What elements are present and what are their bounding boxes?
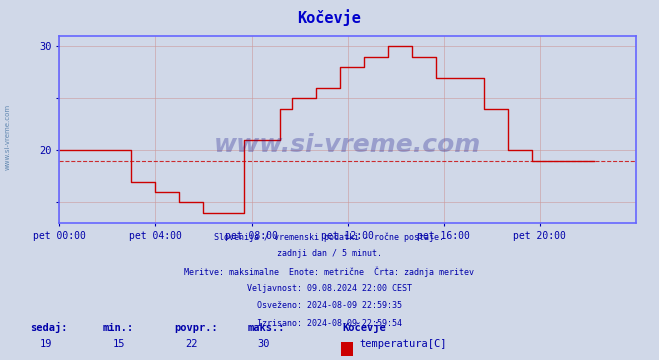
Text: 19: 19: [40, 339, 52, 349]
Text: zadnji dan / 5 minut.: zadnji dan / 5 minut.: [277, 249, 382, 258]
Text: Kočevje: Kočevje: [298, 9, 361, 26]
Text: Slovenija / vremenski podatki - ročne postaje.: Slovenija / vremenski podatki - ročne po…: [214, 232, 445, 242]
Text: Kočevje: Kočevje: [343, 322, 386, 333]
Text: www.si-vreme.com: www.si-vreme.com: [5, 104, 11, 170]
Text: Izrisano: 2024-08-09 22:59:54: Izrisano: 2024-08-09 22:59:54: [257, 319, 402, 328]
Text: povpr.:: povpr.:: [175, 323, 218, 333]
Text: 30: 30: [258, 339, 270, 349]
Text: temperatura[C]: temperatura[C]: [359, 339, 447, 349]
Text: 15: 15: [113, 339, 125, 349]
Text: sedaj:: sedaj:: [30, 322, 67, 333]
Text: www.si-vreme.com: www.si-vreme.com: [214, 132, 481, 157]
Text: Meritve: maksimalne  Enote: metrične  Črta: zadnja meritev: Meritve: maksimalne Enote: metrične Črta…: [185, 267, 474, 277]
Text: maks.:: maks.:: [247, 323, 285, 333]
Text: Osveženo: 2024-08-09 22:59:35: Osveženo: 2024-08-09 22:59:35: [257, 301, 402, 310]
Text: min.:: min.:: [102, 323, 133, 333]
Text: 22: 22: [185, 339, 197, 349]
Text: Veljavnost: 09.08.2024 22:00 CEST: Veljavnost: 09.08.2024 22:00 CEST: [247, 284, 412, 293]
